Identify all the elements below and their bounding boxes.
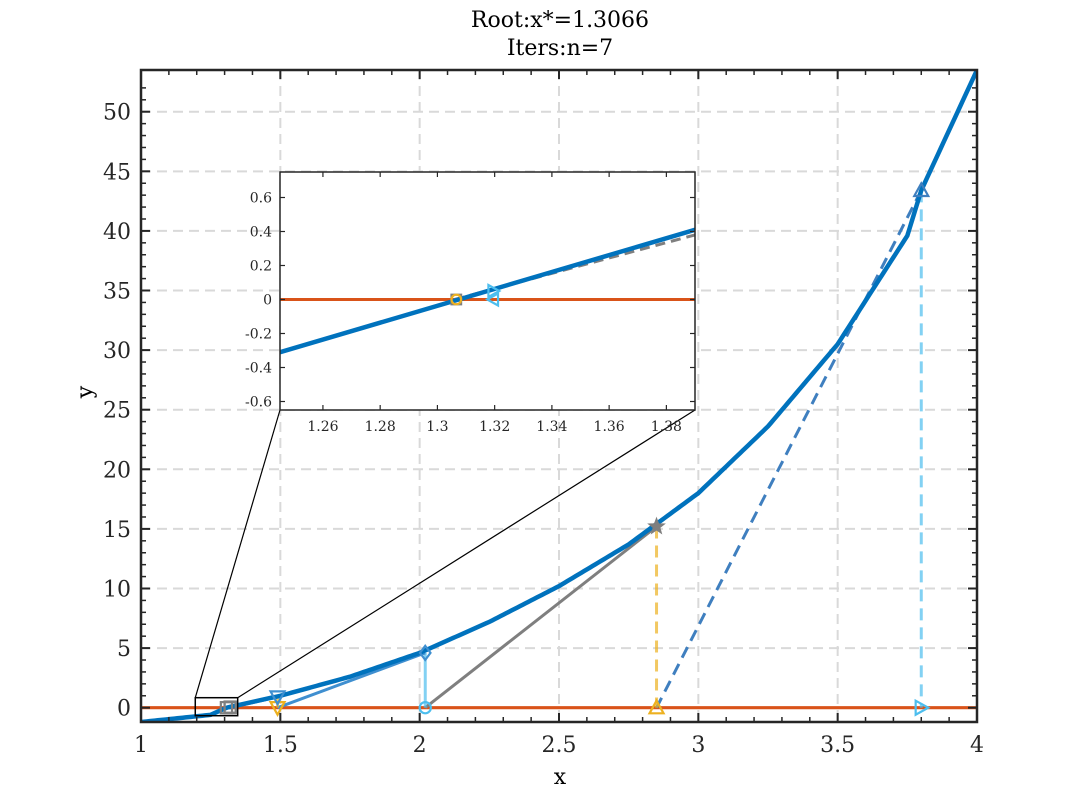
secant-line — [655, 189, 923, 709]
inset-data-layer — [280, 227, 695, 355]
inset-x-tick-label: 1.3 — [426, 419, 448, 435]
main-data-layer — [141, 70, 977, 722]
f-iterate-marker — [647, 516, 666, 535]
inset-y-tick-label: -0.2 — [245, 327, 272, 343]
secant-line — [424, 525, 658, 709]
x-tick-label: 2.5 — [542, 733, 577, 758]
y-tick-label: 45 — [103, 160, 131, 185]
f-iterate-marker — [418, 644, 432, 662]
inset-x-tick-label: 1.26 — [307, 419, 338, 435]
inset-y-tick-label: -0.6 — [245, 395, 272, 411]
y-tick-label: 0 — [117, 697, 131, 722]
zoom-connector-line — [194, 409, 281, 698]
y-tick-label: 50 — [103, 101, 131, 126]
inset-x-tick-label: 1.32 — [479, 419, 510, 435]
chart-title-line-2: Iters:n=7 — [507, 36, 613, 61]
x-iterate-marker — [647, 698, 666, 715]
f-iterate-marker — [268, 690, 287, 707]
chart-title-line-1: Root:x*=1.3066 — [471, 8, 649, 33]
x-axis-label: x — [554, 765, 567, 790]
y-tick-label: 25 — [103, 399, 131, 424]
x-iterate-marker — [914, 698, 931, 717]
inset-marker — [487, 283, 502, 299]
y-tick-label: 40 — [103, 220, 131, 245]
inset-y-tick-label: 0.6 — [250, 191, 272, 207]
inset-y-tick-label: 0 — [263, 293, 272, 309]
inset-x-tick-label: 1.36 — [594, 419, 625, 435]
y-tick-label: 5 — [117, 637, 131, 662]
inset-y-tick-label: 0.4 — [250, 225, 272, 241]
inset-marker — [450, 293, 463, 306]
inset-x-tick-label: 1.34 — [536, 419, 567, 435]
y-tick-label: 35 — [103, 280, 131, 305]
secant-line — [277, 651, 426, 710]
inset-y-tick-label: 0.2 — [250, 259, 272, 275]
function-curve — [141, 70, 977, 722]
zoom-connector-line — [237, 409, 696, 699]
x-tick-label: 4 — [970, 733, 984, 758]
inset-x-tick-label: 1.28 — [365, 419, 396, 435]
y-axis-label: y — [73, 385, 98, 399]
y-tick-label: 10 — [103, 578, 131, 603]
zoom-region-box — [194, 696, 239, 717]
inset-x-tick-label: 1.38 — [651, 419, 682, 435]
y-tick-label: 30 — [103, 339, 131, 364]
x-tick-label: 2 — [413, 733, 427, 758]
y-tick-label: 15 — [103, 518, 131, 543]
inset-axes-box — [279, 171, 696, 411]
x-tick-label: 3 — [691, 733, 705, 758]
y-tick-label: 20 — [103, 458, 131, 483]
root-marker — [219, 700, 234, 715]
x-tick-label: 1.5 — [263, 733, 298, 758]
f-iterate-marker — [912, 181, 931, 198]
x-tick-label: 1 — [134, 733, 148, 758]
x-iterate-marker — [418, 700, 432, 715]
inset-marker — [484, 291, 500, 308]
x-tick-label: 3.5 — [820, 733, 855, 758]
inset-y-tick-label: -0.4 — [245, 361, 272, 377]
